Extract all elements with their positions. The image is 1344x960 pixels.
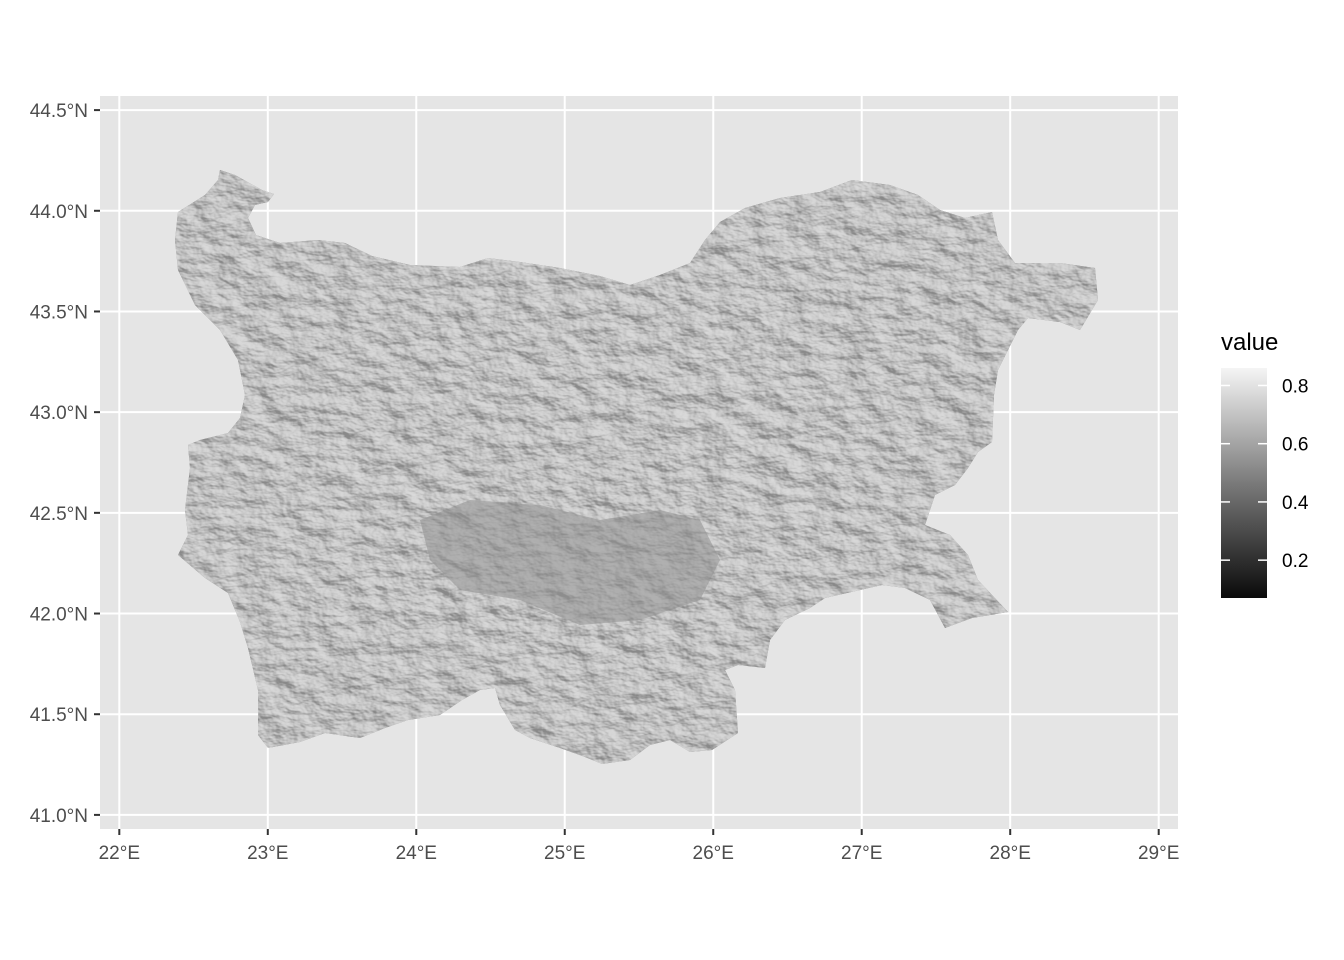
y-tick-label: 42.0°N — [30, 605, 88, 626]
x-tick-label: 28°E — [990, 843, 1031, 864]
legend: value 0.8 0.6 0.4 0.2 — [1221, 329, 1309, 598]
y-tick-label: 41.0°N — [30, 806, 88, 827]
legend-label: 0.4 — [1282, 493, 1309, 514]
x-tick-label: 24°E — [396, 843, 437, 864]
x-tick-label: 26°E — [693, 843, 734, 864]
legend-colorbar — [1221, 368, 1267, 598]
x-tick-label: 22°E — [99, 843, 140, 864]
y-tick-label: 41.5°N — [30, 705, 88, 726]
x-tick-label: 23°E — [247, 843, 288, 864]
legend-label: 0.8 — [1282, 376, 1308, 397]
legend-label: 0.2 — [1282, 551, 1308, 572]
hillshade-relief — [175, 170, 1098, 764]
y-tick-label: 44.5°N — [30, 101, 88, 122]
x-tick-label: 27°E — [841, 843, 882, 864]
y-tick-label: 42.5°N — [30, 504, 88, 525]
y-axis: 41.0°N 41.5°N 42.0°N 42.5°N 43.0°N 43.5°N 44.0… — [30, 101, 100, 827]
y-tick-label: 44.0°N — [30, 202, 88, 223]
x-tick-label: 29°E — [1138, 843, 1179, 864]
legend-label: 0.6 — [1282, 435, 1308, 456]
y-tick-label: 43.5°N — [30, 302, 88, 323]
legend-ticks: 0.8 0.6 0.4 0.2 — [1221, 376, 1309, 572]
x-axis: 22°E 23°E 24°E 25°E 26°E 27°E 28°E 29°E — [99, 829, 1179, 864]
legend-title: value — [1221, 329, 1278, 356]
y-tick-label: 43.0°N — [30, 403, 88, 424]
thracian-plain-flat-area — [420, 500, 720, 625]
x-tick-label: 25°E — [544, 843, 585, 864]
bulgaria-hillshade-raster — [175, 170, 1098, 764]
